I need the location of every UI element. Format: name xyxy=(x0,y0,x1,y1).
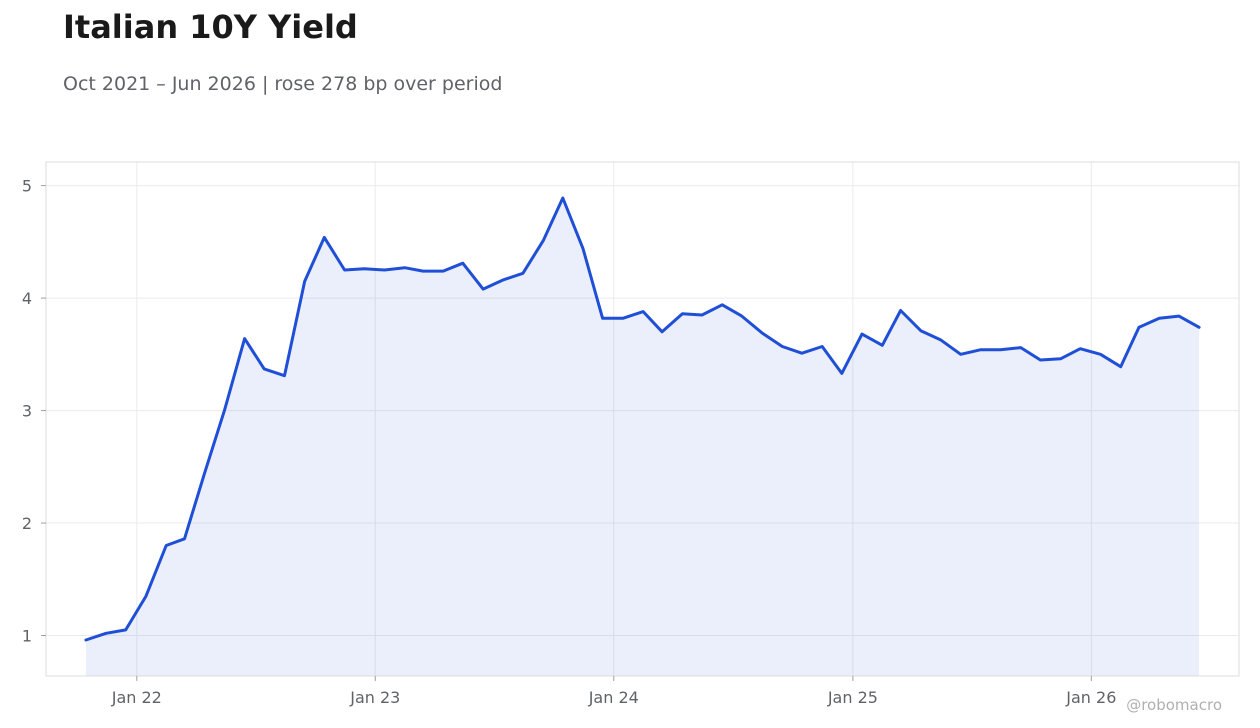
data-point xyxy=(718,301,726,309)
data-point xyxy=(758,329,766,337)
data-point xyxy=(778,343,786,351)
x-axis: Jan 22 Jan 23 Jan 24 Jan 25 Jan 26 xyxy=(111,676,1116,707)
data-point xyxy=(260,365,268,373)
data-point xyxy=(698,311,706,319)
data-point xyxy=(917,327,925,335)
data-point xyxy=(936,336,944,344)
data-point xyxy=(1195,323,1203,331)
data-point xyxy=(997,346,1005,354)
data-point xyxy=(102,629,110,637)
yield-line xyxy=(84,196,1201,642)
x-tick-label: Jan 26 xyxy=(1065,688,1116,707)
data-point xyxy=(1175,312,1183,320)
data-point xyxy=(320,233,328,241)
data-point xyxy=(1117,363,1125,371)
data-point xyxy=(897,307,905,315)
data-point xyxy=(1135,323,1143,331)
data-point xyxy=(579,245,587,253)
data-point xyxy=(1036,356,1044,364)
x-tick-label: Jan 22 xyxy=(111,688,162,707)
data-point xyxy=(878,341,886,349)
data-point xyxy=(599,314,607,322)
x-tick-label: Jan 23 xyxy=(349,688,400,707)
data-point xyxy=(1057,355,1065,363)
data-point xyxy=(818,343,826,351)
y-axis: 1 2 3 4 5 xyxy=(22,177,46,646)
grid xyxy=(46,162,1239,676)
chart-title: Italian 10Y Yield xyxy=(63,8,358,46)
watermark: @robomacro xyxy=(1126,696,1222,714)
yield-area-fill xyxy=(85,198,1200,676)
data-point xyxy=(281,372,289,380)
data-point xyxy=(658,328,666,336)
x-tick-label: Jan 25 xyxy=(827,688,878,707)
data-point xyxy=(419,267,427,275)
data-point xyxy=(499,276,507,284)
data-point xyxy=(162,542,170,550)
x-tick-label: Jan 24 xyxy=(588,688,639,707)
data-point xyxy=(401,264,409,272)
data-point xyxy=(798,349,806,357)
data-point xyxy=(301,277,309,285)
data-point xyxy=(459,259,467,267)
data-point xyxy=(559,194,567,202)
data-point xyxy=(181,535,189,543)
data-point xyxy=(1017,344,1025,352)
data-point xyxy=(1076,345,1084,353)
y-tick-label: 4 xyxy=(22,289,32,308)
data-point xyxy=(439,267,447,275)
data-point xyxy=(1097,350,1105,358)
data-point xyxy=(838,369,846,377)
data-point xyxy=(976,346,984,354)
data-point xyxy=(738,312,746,320)
data-point xyxy=(122,626,130,634)
data-point xyxy=(858,330,866,338)
y-tick-label: 2 xyxy=(22,514,32,533)
data-point xyxy=(479,285,487,293)
data-point xyxy=(957,350,965,358)
data-point xyxy=(220,407,228,415)
y-tick-label: 1 xyxy=(22,627,32,646)
data-point xyxy=(519,269,527,277)
data-point xyxy=(539,237,547,245)
data-point xyxy=(360,265,368,273)
data-point xyxy=(380,266,388,274)
data-point xyxy=(241,335,249,343)
data-point xyxy=(1155,314,1163,322)
y-tick-label: 3 xyxy=(22,402,32,421)
data-point xyxy=(82,636,90,644)
data-point xyxy=(142,592,150,600)
data-point xyxy=(341,266,349,274)
plot-frame xyxy=(45,161,1240,677)
data-point xyxy=(201,468,209,476)
data-point xyxy=(678,310,686,318)
data-point xyxy=(639,308,647,316)
data-point xyxy=(619,314,627,322)
y-tick-label: 5 xyxy=(22,177,32,196)
chart-subtitle: Oct 2021 – Jun 2026 | rose 278 bp over p… xyxy=(63,73,503,95)
